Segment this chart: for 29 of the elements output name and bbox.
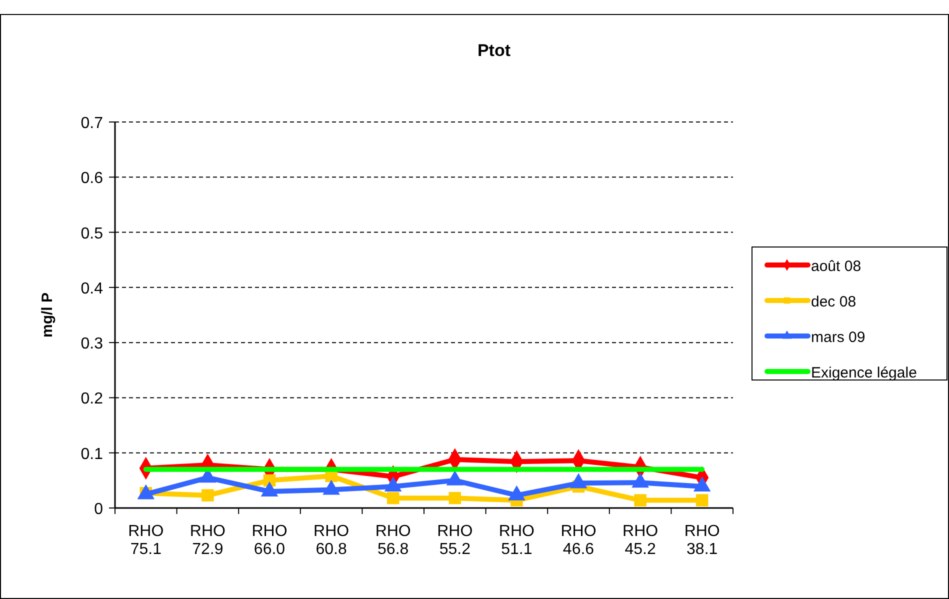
point <box>386 492 400 504</box>
point <box>634 494 646 506</box>
y-tick-label: 0.2 <box>80 390 104 408</box>
y-tick-label: 0.5 <box>80 225 104 242</box>
y-tick-label: 0.3 <box>80 336 104 353</box>
y-tick-label: 0.7 <box>80 115 104 132</box>
point <box>696 494 708 506</box>
x-tick-label: RHO 72.9 <box>190 523 226 558</box>
x-tick-label: RHO 60.8 <box>314 523 350 558</box>
x-tick-label: RHO 45.2 <box>622 523 658 558</box>
x-tick-label: RHO 56.8 <box>375 523 411 558</box>
y-axis-title: mg/l P <box>39 292 56 338</box>
legend-label: mars 09 <box>811 329 866 346</box>
legend-label: dec 08 <box>811 294 856 310</box>
legend-label: août 08 <box>811 258 862 275</box>
x-tick-label: RHO 46.6 <box>560 523 596 558</box>
y-tick-label: 0.1 <box>80 446 104 463</box>
y-tick-label: 0.6 <box>80 170 104 188</box>
x-tick-label: RHO 66.0 <box>252 523 288 558</box>
x-tick-label: RHO 55.2 <box>437 523 473 558</box>
point <box>202 489 214 502</box>
y-tick-label: 0 <box>94 501 104 518</box>
x-tick-label: RHO 38.1 <box>684 523 720 558</box>
y-tick-label: 0.4 <box>80 280 104 298</box>
x-tick-label: RHO 51.1 <box>498 523 534 558</box>
chart-title: Ptot <box>477 41 511 60</box>
legend-label: Exigence légale <box>811 364 917 382</box>
point <box>448 492 462 504</box>
x-tick-label: RHO 75.1 <box>128 523 164 558</box>
